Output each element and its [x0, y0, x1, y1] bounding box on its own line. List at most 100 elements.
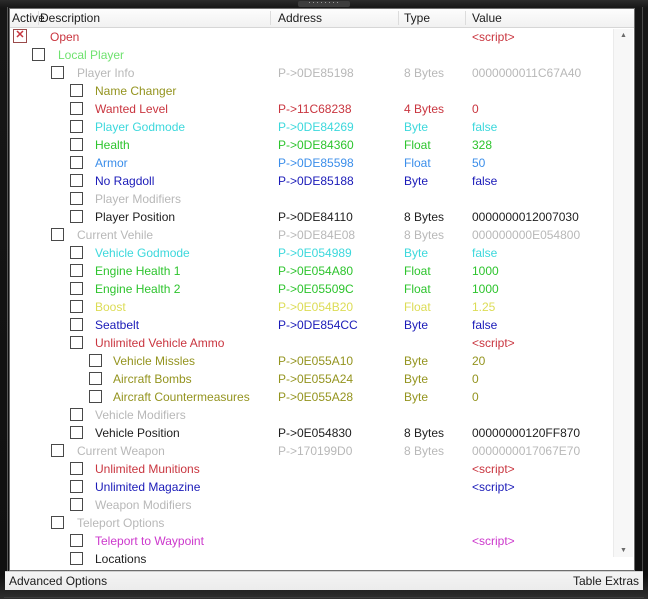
active-checkbox[interactable]	[70, 192, 83, 205]
active-checkbox[interactable]	[70, 246, 83, 259]
active-checkbox[interactable]	[70, 156, 83, 169]
description-cell[interactable]: Teleport to Waypoint	[95, 534, 204, 548]
table-row[interactable]: Boost P->0E054B20 Float 1.25	[10, 298, 612, 316]
table-row[interactable]: Unlimited Vehicle Ammo <script>	[10, 334, 612, 352]
table-row[interactable]: Teleport to Waypoint <script>	[10, 532, 612, 550]
description-cell[interactable]: Aircraft Bombs	[113, 372, 192, 386]
active-checkbox[interactable]	[70, 174, 83, 187]
table-row[interactable]: Aircraft Bombs P->0E055A24 Byte 0	[10, 370, 612, 388]
type-cell[interactable]: Byte	[404, 372, 429, 386]
active-checkbox[interactable]	[70, 534, 83, 547]
value-cell[interactable]: 00000000120FF870	[472, 426, 581, 440]
description-cell[interactable]: Player Godmode	[95, 120, 186, 134]
table-row[interactable]: Player Position P->0DE84110 8 Bytes 0000000…	[10, 208, 612, 226]
table-row[interactable]: Locations	[10, 550, 612, 568]
address-cell[interactable]: P->0E054830	[278, 426, 352, 440]
active-checkbox[interactable]	[70, 480, 83, 493]
active-checkbox[interactable]	[70, 210, 83, 223]
description-cell[interactable]: Weapon Modifiers	[95, 498, 192, 512]
value-cell[interactable]: <script>	[472, 336, 515, 350]
column-header-active[interactable]: Active	[12, 11, 45, 25]
value-cell[interactable]: <script>	[472, 462, 515, 476]
description-cell[interactable]: Unlimited Vehicle Ammo	[95, 336, 225, 350]
column-header-type[interactable]: Type	[404, 11, 431, 25]
advanced-options-button[interactable]: Advanced Options	[9, 574, 108, 588]
table-row[interactable]: No Ragdoll P->0DE85188 Byte false	[10, 172, 612, 190]
type-cell[interactable]: Float	[404, 282, 431, 296]
address-cell[interactable]: P->0DE85198	[278, 66, 354, 80]
type-cell[interactable]: 8 Bytes	[404, 210, 445, 224]
scroll-up-icon[interactable]: ▲	[620, 32, 627, 39]
description-cell[interactable]: Seatbelt	[95, 318, 140, 332]
address-cell[interactable]: P->0DE85598	[278, 156, 354, 170]
table-row[interactable]: Aircraft Countermeasures P->0E055A28 Byte 0	[10, 388, 612, 406]
address-cell[interactable]: P->0DE854CC	[278, 318, 358, 332]
description-cell[interactable]: Player Info	[77, 66, 135, 80]
value-cell[interactable]: false	[472, 120, 498, 134]
table-row[interactable]: Engine Health 1 P->0E054A80 Float 1000	[10, 262, 612, 280]
address-cell[interactable]: P->0E055A28	[278, 390, 354, 404]
active-checkbox[interactable]	[51, 228, 64, 241]
table-extras-button[interactable]: Table Extras	[572, 574, 639, 588]
type-cell[interactable]: Float	[404, 264, 431, 278]
value-cell[interactable]: 50	[472, 156, 486, 170]
value-cell[interactable]: 0	[472, 372, 479, 386]
column-header-address[interactable]: Address	[278, 11, 323, 25]
value-cell[interactable]: false	[472, 246, 498, 260]
value-cell[interactable]: 328	[472, 138, 493, 152]
column-divider[interactable]	[38, 11, 39, 25]
active-checkbox[interactable]	[70, 264, 83, 277]
active-checkbox[interactable]	[70, 120, 83, 133]
active-checkbox[interactable]	[70, 462, 83, 475]
active-checkbox[interactable]	[70, 300, 83, 313]
value-cell[interactable]: false	[472, 174, 498, 188]
active-checkbox[interactable]	[70, 102, 83, 115]
table-row[interactable]: Current Vehile P->0DE84E08 8 Bytes 00000000…	[10, 226, 612, 244]
description-cell[interactable]: Current Vehile	[77, 228, 154, 242]
description-cell[interactable]: Boost	[95, 300, 126, 314]
value-cell[interactable]: 1000	[472, 282, 499, 296]
column-divider[interactable]	[398, 11, 399, 25]
table-row[interactable]: Weapon Modifiers	[10, 496, 612, 514]
active-checkbox[interactable]	[70, 282, 83, 295]
active-checkbox[interactable]	[89, 372, 102, 385]
table-row[interactable]: Local Player	[10, 46, 612, 64]
description-cell[interactable]: Locations	[95, 552, 147, 566]
address-cell[interactable]: P->0DE84110	[278, 210, 353, 224]
description-cell[interactable]: Local Player	[58, 48, 125, 62]
address-cell[interactable]: P->0E054989	[278, 246, 352, 260]
active-checkbox[interactable]	[51, 66, 64, 79]
description-cell[interactable]: Unlimited Magazine	[95, 480, 201, 494]
active-checkbox[interactable]	[89, 354, 102, 367]
window-grip-handle[interactable]: ········	[298, 1, 350, 7]
active-checkbox[interactable]	[70, 318, 83, 331]
value-cell[interactable]: 1000	[472, 264, 499, 278]
type-cell[interactable]: Byte	[404, 246, 429, 260]
type-cell[interactable]: Float	[404, 156, 431, 170]
column-divider[interactable]	[270, 11, 271, 25]
address-cell[interactable]: P->0E055A24	[278, 372, 354, 386]
type-cell[interactable]: Byte	[404, 354, 429, 368]
description-cell[interactable]: Engine Health 1	[95, 264, 181, 278]
table-row[interactable]: Engine Health 2 P->0E05509C Float 1000	[10, 280, 612, 298]
type-cell[interactable]: 8 Bytes	[404, 444, 445, 458]
active-checkbox[interactable]	[51, 444, 64, 457]
table-row[interactable]: Name Changer	[10, 82, 612, 100]
type-cell[interactable]: 8 Bytes	[404, 426, 445, 440]
active-checkbox-checked[interactable]: ✕	[13, 29, 27, 43]
description-cell[interactable]: Vehicle Position	[95, 426, 180, 440]
type-cell[interactable]: Byte	[404, 318, 429, 332]
description-cell[interactable]: Teleport Options	[77, 516, 165, 530]
vertical-scrollbar[interactable]: ▲ ▼	[613, 29, 633, 557]
address-cell[interactable]: P->0DE84E08	[278, 228, 356, 242]
type-cell[interactable]: 4 Bytes	[404, 102, 445, 116]
type-cell[interactable]: Byte	[404, 390, 429, 404]
value-cell[interactable]: 0	[472, 102, 479, 116]
table-row[interactable]: Vehicle Modifiers	[10, 406, 612, 424]
description-cell[interactable]: Player Modifiers	[95, 192, 182, 206]
address-cell[interactable]: P->0DE84360	[278, 138, 354, 152]
description-cell[interactable]: Aircraft Countermeasures	[113, 390, 250, 404]
active-checkbox[interactable]	[70, 138, 83, 151]
active-checkbox[interactable]	[70, 426, 83, 439]
active-checkbox[interactable]	[70, 336, 83, 349]
